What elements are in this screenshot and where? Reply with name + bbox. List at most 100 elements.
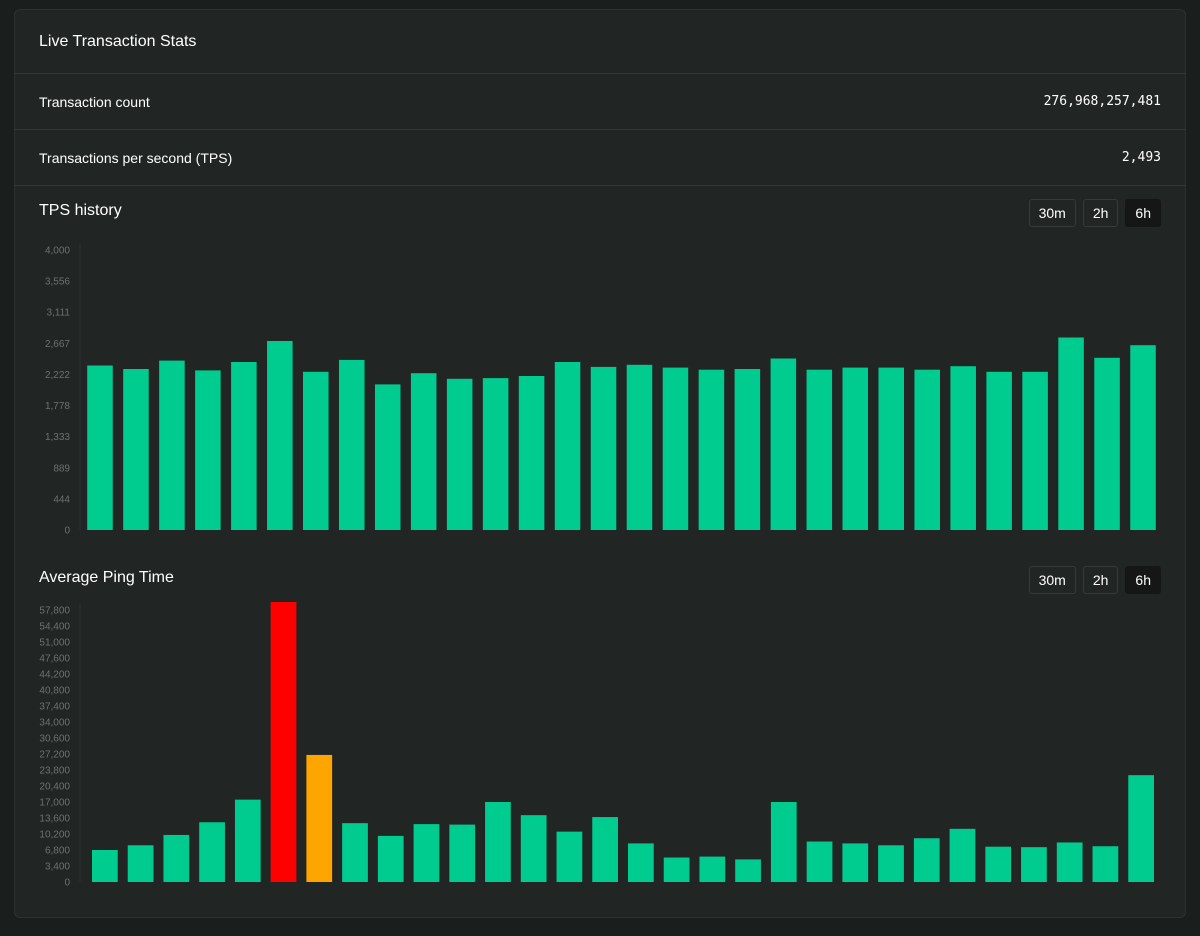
y-tick-label: 34,000: [39, 718, 70, 729]
y-tick-label: 3,400: [45, 862, 70, 873]
bar[interactable]: [482, 378, 509, 530]
range-button-2h[interactable]: 2h: [1082, 199, 1119, 227]
y-tick-label: 51,000: [39, 638, 70, 649]
bar[interactable]: [735, 859, 761, 882]
y-tick-label: 1,778: [45, 401, 70, 412]
bar[interactable]: [663, 857, 690, 882]
y-tick-label: 0: [64, 526, 70, 537]
bar[interactable]: [806, 841, 833, 882]
y-tick-label: 54,400: [39, 622, 70, 633]
bar[interactable]: [410, 373, 437, 530]
stat-row-tps: Transactions per second (TPS) 2,493: [15, 130, 1185, 186]
stat-label: Transactions per second (TPS): [39, 149, 233, 166]
bar[interactable]: [485, 802, 511, 882]
bar[interactable]: [698, 369, 725, 530]
bar[interactable]: [950, 366, 976, 530]
bar[interactable]: [413, 824, 440, 882]
y-tick-label: 44,200: [39, 670, 70, 681]
y-tick-label: 2,222: [45, 370, 70, 381]
bar[interactable]: [949, 828, 976, 882]
bar[interactable]: [662, 367, 689, 530]
bar[interactable]: [199, 822, 225, 882]
bar[interactable]: [163, 834, 190, 882]
bar[interactable]: [234, 799, 261, 882]
bar[interactable]: [842, 367, 869, 530]
bar[interactable]: [734, 369, 761, 530]
bar[interactable]: [806, 369, 833, 530]
card-title: Live Transaction Stats: [15, 10, 1185, 74]
bar[interactable]: [306, 754, 333, 882]
stat-value: 2,493: [1121, 150, 1161, 165]
bar[interactable]: [986, 371, 1012, 530]
section-title: Average Ping Time: [39, 569, 174, 586]
bar[interactable]: [520, 815, 547, 882]
bar[interactable]: [231, 362, 257, 530]
bar[interactable]: [914, 369, 940, 530]
bar[interactable]: [159, 360, 185, 530]
bar[interactable]: [342, 823, 368, 882]
y-tick-label: 0: [64, 878, 70, 889]
bar[interactable]: [770, 802, 797, 882]
bar[interactable]: [590, 366, 617, 530]
bar[interactable]: [303, 371, 329, 530]
y-tick-label: 23,800: [39, 766, 70, 777]
bar[interactable]: [123, 369, 149, 530]
bar[interactable]: [92, 850, 118, 882]
bar[interactable]: [267, 341, 293, 530]
range-button-6h[interactable]: 6h: [1125, 199, 1161, 227]
bar[interactable]: [127, 845, 154, 882]
y-tick-label: 13,600: [39, 814, 70, 825]
bar[interactable]: [377, 835, 404, 882]
bar[interactable]: [842, 843, 869, 882]
range-button-30m[interactable]: 30m: [1028, 566, 1076, 594]
bar[interactable]: [770, 358, 797, 531]
y-tick-label: 1,333: [45, 432, 70, 443]
stat-row-transaction-count: Transaction count 276,968,257,481: [15, 74, 1185, 130]
y-tick-label: 17,000: [39, 798, 70, 809]
range-button-30m[interactable]: 30m: [1028, 199, 1076, 227]
bar[interactable]: [338, 359, 365, 530]
y-tick-label: 37,400: [39, 702, 70, 713]
bar[interactable]: [1056, 842, 1083, 882]
bar[interactable]: [518, 376, 545, 530]
bar[interactable]: [446, 378, 473, 530]
tps-range-selector: 30m 2h 6h: [1028, 199, 1161, 227]
bar[interactable]: [628, 843, 654, 882]
bar[interactable]: [699, 856, 726, 882]
bar[interactable]: [878, 845, 904, 882]
y-tick-label: 3,111: [46, 308, 70, 319]
bar[interactable]: [449, 824, 476, 882]
bar[interactable]: [270, 602, 297, 882]
y-tick-label: 6,800: [45, 846, 70, 857]
y-tick-label: 30,600: [39, 734, 70, 745]
bar[interactable]: [556, 831, 583, 882]
bar[interactable]: [1058, 337, 1084, 531]
tps-bar-chart: 0 444 889 1,333 1,778 2,222 2,667 3,111 3,556 4,0…: [45, 244, 1156, 537]
y-tick-label: 444: [53, 494, 70, 505]
bar[interactable]: [195, 370, 221, 530]
bar[interactable]: [1130, 345, 1156, 530]
section-title: TPS history: [39, 202, 122, 219]
stat-label: Transaction count: [39, 93, 150, 110]
bar[interactable]: [913, 838, 940, 882]
stat-value: 276,968,257,481: [1043, 94, 1161, 109]
y-tick-label: 57,800: [39, 606, 70, 617]
bar[interactable]: [985, 846, 1012, 882]
bar[interactable]: [1094, 357, 1120, 530]
bar[interactable]: [1128, 775, 1154, 882]
bar[interactable]: [1092, 846, 1119, 882]
bar[interactable]: [87, 365, 113, 531]
y-tick-label: 40,800: [39, 686, 70, 697]
bar[interactable]: [878, 367, 905, 530]
bar[interactable]: [554, 362, 581, 530]
range-button-6h[interactable]: 6h: [1125, 566, 1161, 594]
bar[interactable]: [1021, 847, 1047, 882]
range-button-2h[interactable]: 2h: [1082, 566, 1119, 594]
y-tick-label: 10,200: [39, 830, 70, 841]
bar[interactable]: [592, 817, 618, 882]
y-tick-label: 2,667: [45, 339, 70, 350]
bar[interactable]: [374, 384, 401, 530]
bar[interactable]: [626, 364, 653, 530]
bar[interactable]: [1022, 371, 1048, 530]
ping-range-selector: 30m 2h 6h: [1028, 566, 1161, 594]
